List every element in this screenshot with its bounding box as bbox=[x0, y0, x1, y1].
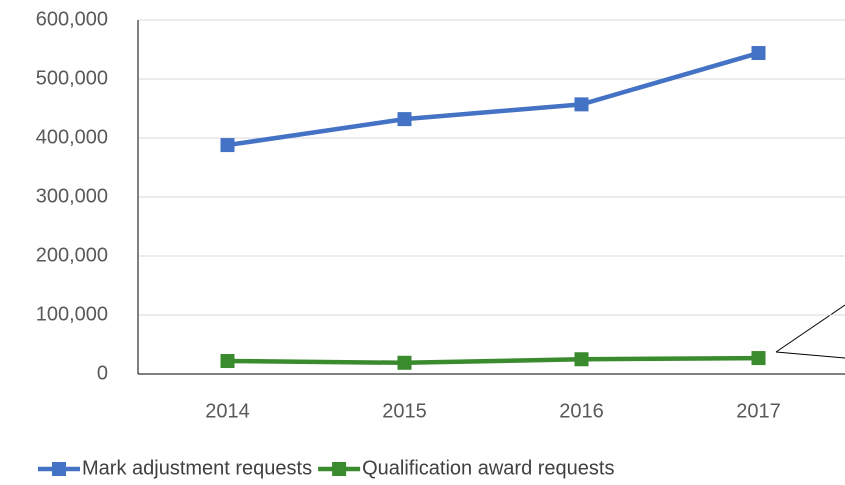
marker bbox=[751, 351, 766, 366]
y-tick-label: 0 bbox=[97, 362, 108, 384]
marker bbox=[397, 355, 412, 370]
callout-line bbox=[775, 304, 845, 353]
legend-swatch-marker bbox=[332, 462, 347, 476]
marker bbox=[751, 46, 766, 61]
series-line bbox=[227, 355, 759, 366]
callout-line bbox=[775, 351, 845, 359]
x-tick-label: 2015 bbox=[382, 400, 427, 422]
y-tick-label: 300,000 bbox=[36, 185, 108, 207]
marker bbox=[574, 97, 589, 112]
y-tick-label: 100,000 bbox=[36, 303, 108, 325]
x-tick-label: 2017 bbox=[736, 400, 781, 422]
marker bbox=[220, 138, 235, 153]
marker bbox=[397, 112, 412, 127]
legend-label: Qualification award requests bbox=[362, 457, 614, 479]
y-tick-label: 200,000 bbox=[36, 244, 108, 266]
marker bbox=[574, 352, 589, 367]
legend-swatch-marker bbox=[52, 462, 66, 476]
legend-label: Mark adjustment requests bbox=[82, 457, 312, 479]
y-tick-label: 600,000 bbox=[36, 8, 108, 30]
y-tick-label: 400,000 bbox=[36, 126, 108, 148]
x-tick-label: 2014 bbox=[205, 400, 250, 422]
marker bbox=[220, 354, 235, 369]
series-line bbox=[227, 50, 760, 148]
x-tick-label: 2016 bbox=[559, 400, 604, 422]
legend: Mark adjustment requests Qualification aw… bbox=[38, 457, 614, 479]
y-tick-label: 500,000 bbox=[36, 67, 108, 89]
